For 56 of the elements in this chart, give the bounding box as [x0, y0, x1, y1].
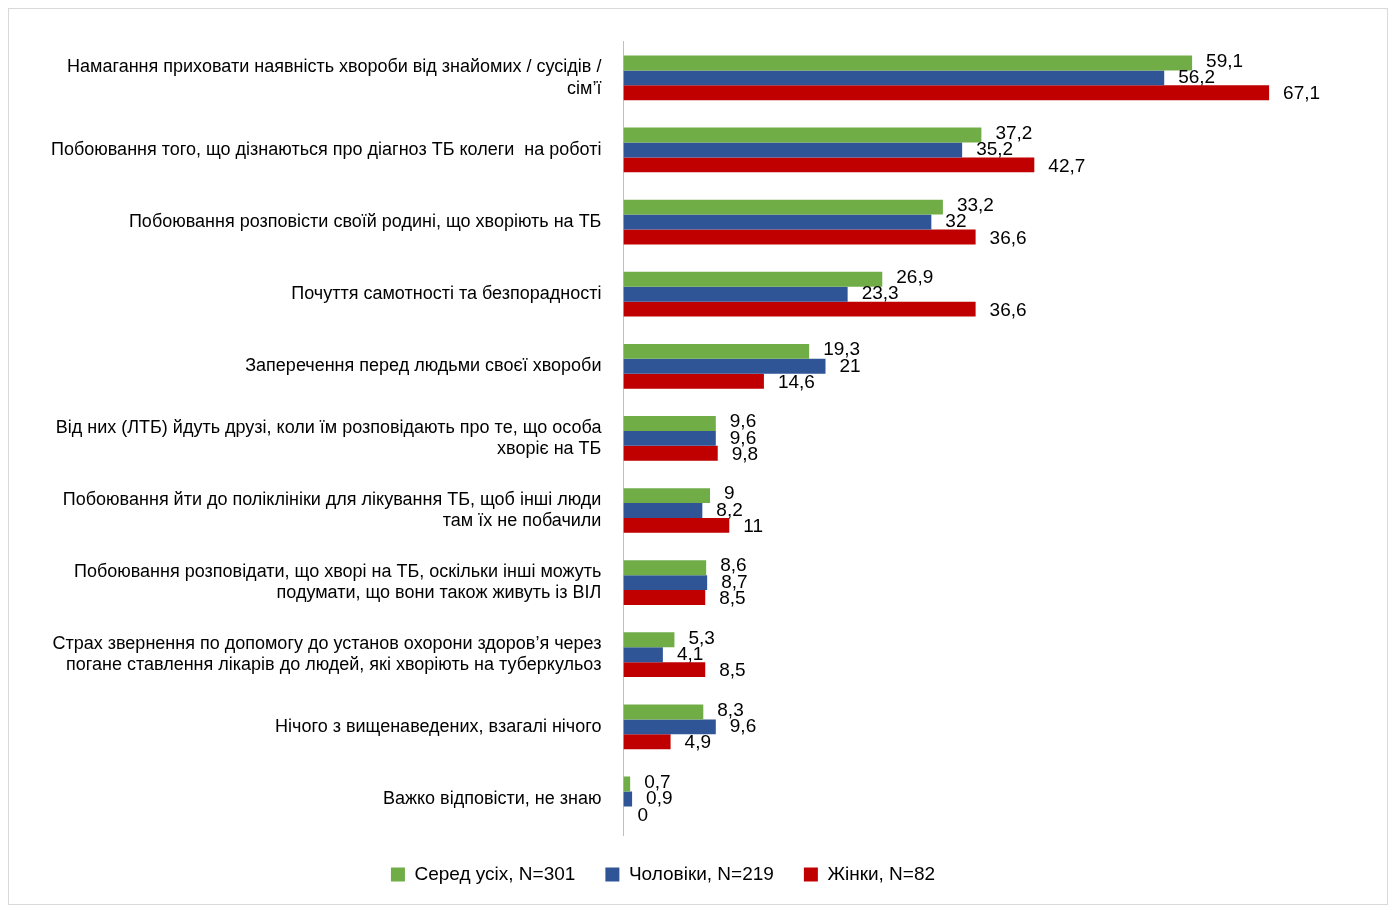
bar: [623, 358, 826, 374]
bar: [623, 157, 1035, 173]
bar: [623, 704, 704, 720]
bar: [623, 791, 633, 807]
data-label: 14,6: [777, 370, 815, 392]
bar: [623, 85, 1270, 101]
bar: [623, 214, 932, 230]
legend-label: Серед усіх, N=301: [414, 862, 576, 884]
data-label: 42,7: [1048, 154, 1086, 176]
data-label: 67,1: [1283, 82, 1321, 104]
y-tick-label: Намагання приховати наявність хвороби від знайомих / сусідів / сім’ї: [67, 56, 602, 98]
bar: [623, 517, 730, 533]
bar: [623, 301, 976, 317]
y-tick-label: Страх звернення по допомогу до установ охорони здоров’я через погане ставлення лікарів до людей, які хворіють на туберкульоз: [52, 632, 602, 675]
data-label: 0: [637, 803, 649, 825]
bar: [623, 127, 982, 143]
bar: [623, 719, 716, 735]
bar: [623, 229, 976, 245]
data-label: 23,3: [861, 282, 899, 304]
bar: [623, 560, 707, 576]
bar: [623, 575, 708, 591]
y-tick-label: Побоювання розповідати, що хворі на ТБ, оскільки інші можуть подумати, що вони також живуть із ВІЛ: [73, 560, 602, 603]
y-tick-label: Заперечення перед людьми своєї хвороби: [245, 355, 602, 376]
bar: [623, 373, 764, 389]
data-label: 36,6: [989, 298, 1027, 320]
bar: [623, 632, 675, 648]
data-label: 36,6: [989, 226, 1027, 248]
bar: [623, 430, 716, 446]
bar: [623, 70, 1165, 86]
bar: [623, 503, 703, 518]
y-tick-label: Нічого з вищенаведених, взагалі нічого: [275, 715, 602, 736]
bar: [623, 271, 883, 287]
data-label: 4,9: [684, 731, 711, 753]
bar: [623, 55, 1193, 71]
y-tick-label: Від них (ЛТБ) йдуть друзі, коли їм розповідають про те, що особа хворіє на ТБ: [55, 416, 603, 459]
bar: [623, 445, 718, 461]
bar: [623, 199, 943, 215]
y-tick-label: Побоювання того, що дізнаються про діагноз ТБ колеги на роботі: [51, 138, 602, 159]
bar: [623, 286, 848, 302]
legend-label: Жінки, N=82: [827, 862, 936, 884]
y-tick-label: Побоювання розповісти своїй родині, що хворіють на ТБ: [128, 211, 602, 232]
bar: [623, 734, 671, 750]
y-tick-label: Важко відповісти, не знаю: [382, 787, 602, 808]
bar: [623, 662, 706, 678]
bar: [623, 416, 716, 431]
bar: [623, 590, 706, 605]
y-tick-label: Побоювання йти до поліклініки для лікування ТБ, щоб інші люди там їх не побачили: [62, 488, 602, 531]
data-label: 8,5: [719, 659, 746, 681]
y-tick-label: Почуття самотності та безпорадності: [291, 283, 602, 304]
data-label: 11: [743, 515, 764, 537]
legend-label: Чоловіки, N=219: [628, 862, 774, 884]
bar: [623, 488, 711, 504]
bar: [623, 142, 963, 158]
data-label: 26,9: [896, 266, 934, 288]
bar: [623, 343, 810, 359]
bar: [623, 647, 663, 663]
